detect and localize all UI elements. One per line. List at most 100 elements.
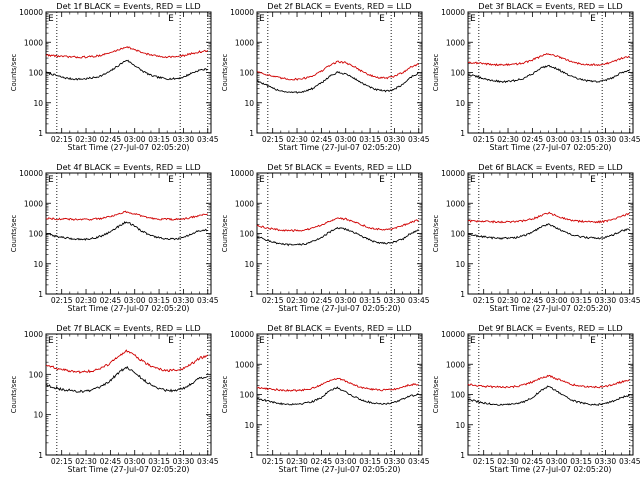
panel-det-3f: Det 3f BLACK = Events, RED = LLD 1 10 100 10… (432, 1, 640, 152)
y-tick-label: 100 (451, 230, 466, 239)
y-tick-label: 1000 (446, 360, 465, 369)
y-tick-label: 10 (244, 260, 254, 269)
y-axis-label: Counts/sec (10, 54, 18, 92)
y-tick-label: 1 (249, 451, 254, 460)
x-tick-label: 03:15 (570, 296, 592, 305)
flag-letter-right: E (590, 336, 596, 346)
panel-title: Det 2f BLACK = Events, RED = LLD (267, 1, 411, 11)
x-tick-label: 02:15 (473, 296, 495, 305)
y-tick-label: 10000 (230, 169, 254, 178)
x-tick-label: 03:00 (546, 135, 568, 144)
x-axis-label: Start Time (27-Jul-07 02:05:20) (68, 304, 190, 313)
y-tick-label: 10000 (441, 8, 465, 17)
x-tick-label: 03:00 (124, 135, 146, 144)
y-tick-label: 1 (249, 129, 254, 138)
x-tick-label: 03:00 (124, 296, 146, 305)
y-tick-label: 10 (455, 260, 465, 269)
flag-letter-left: E (48, 14, 54, 24)
flag-letter-right: E (168, 175, 174, 185)
x-tick-label: 03:30 (595, 135, 617, 144)
y-axis-label: Counts/sec (221, 376, 229, 414)
x-tick-label: 03:30 (384, 457, 406, 466)
x-tick-label: 02:15 (51, 457, 73, 466)
x-tick-label: 03:15 (359, 457, 381, 466)
series-line-events (467, 223, 630, 240)
panel-det-7f: Det 7f BLACK = Events, RED = LLD 1 10 100 10… (10, 323, 219, 474)
x-tick-label: 02:45 (311, 296, 333, 305)
x-tick-label: 03:15 (148, 296, 170, 305)
x-axis-label: Start Time (27-Jul-07 02:05:20) (490, 143, 612, 152)
x-tick-label: 02:45 (522, 296, 544, 305)
y-tick-label: 10 (244, 99, 254, 108)
x-tick-label: 03:30 (384, 296, 406, 305)
plot-frame (467, 333, 634, 456)
x-tick-label: 02:15 (262, 296, 284, 305)
flag-letter-left: E (48, 175, 54, 185)
x-tick-label: 03:00 (546, 457, 568, 466)
panel-title: Det 7f BLACK = Events, RED = LLD (56, 323, 200, 333)
y-tick-label: 1000 (446, 38, 465, 47)
x-tick-label: 02:30 (75, 135, 97, 144)
flag-letter-left: E (470, 14, 476, 24)
x-tick-label: 03:45 (408, 296, 430, 305)
y-axis-label: Counts/sec (432, 215, 440, 253)
series-line-events (45, 59, 208, 81)
x-axis-label: Start Time (27-Jul-07 02:05:20) (68, 465, 190, 474)
x-axis-label: Start Time (27-Jul-07 02:05:20) (279, 465, 401, 474)
x-axis-label: Start Time (27-Jul-07 02:05:20) (490, 465, 612, 474)
x-tick-label: 02:45 (100, 457, 122, 466)
panel-det-2f: Det 2f BLACK = Events, RED = LLD 1 10 100 10… (221, 1, 430, 152)
x-axis-label: Start Time (27-Jul-07 02:05:20) (279, 304, 401, 313)
x-tick-label: 03:15 (148, 457, 170, 466)
y-tick-label: 10 (455, 421, 465, 430)
y-tick-label: 10000 (19, 169, 43, 178)
x-tick-label: 03:30 (595, 296, 617, 305)
y-axis-label: Counts/sec (10, 376, 18, 414)
flag-letter-left: E (470, 336, 476, 346)
flag-letter-right: E (379, 175, 385, 185)
series-line-lld (45, 210, 208, 221)
y-axis-label: Counts/sec (221, 54, 229, 92)
x-tick-label: 02:15 (262, 457, 284, 466)
panel-title: Det 6f BLACK = Events, RED = LLD (478, 162, 622, 172)
x-tick-label: 02:15 (51, 135, 73, 144)
y-tick-label: 1 (460, 290, 465, 299)
panel-title: Det 1f BLACK = Events, RED = LLD (56, 1, 200, 11)
plot-frame (256, 172, 423, 295)
y-tick-label: 1000 (235, 199, 254, 208)
y-tick-label: 10 (244, 421, 254, 430)
series-line-events (256, 386, 419, 406)
panel-det-8f: Det 8f BLACK = Events, RED = LLD 1 10 100 10… (221, 323, 430, 474)
y-tick-label: 100 (240, 391, 255, 400)
x-tick-label: 03:45 (197, 457, 219, 466)
x-tick-label: 03:30 (173, 135, 195, 144)
x-tick-label: 03:45 (408, 135, 430, 144)
y-tick-label: 1 (460, 451, 465, 460)
y-tick-label: 1000 (24, 38, 43, 47)
x-tick-label: 03:15 (359, 135, 381, 144)
series-line-lld (45, 349, 208, 374)
panel-title: Det 4f BLACK = Events, RED = LLD (56, 162, 200, 172)
y-tick-label: 100 (451, 69, 466, 78)
y-tick-label: 1000 (235, 360, 254, 369)
x-tick-label: 03:00 (546, 296, 568, 305)
y-tick-label: 100 (240, 69, 255, 78)
y-axis-label: Counts/sec (432, 54, 440, 92)
series-line-lld (256, 217, 419, 232)
panel-det-5f: Det 5f BLACK = Events, RED = LLD 1 10 100 10… (221, 162, 430, 313)
x-tick-label: 02:30 (75, 296, 97, 305)
x-axis-label: Start Time (27-Jul-07 02:05:20) (68, 143, 190, 152)
x-tick-label: 02:15 (262, 135, 284, 144)
x-tick-label: 03:45 (408, 457, 430, 466)
x-tick-label: 03:00 (124, 457, 146, 466)
x-tick-label: 03:00 (335, 457, 357, 466)
y-tick-label: 1 (249, 290, 254, 299)
flag-letter-right: E (590, 175, 596, 185)
panel-det-1f: Det 1f BLACK = Events, RED = LLD 1 10 100 10… (10, 1, 219, 152)
flag-letter-left: E (259, 175, 265, 185)
x-tick-label: 02:15 (51, 296, 73, 305)
x-tick-label: 03:30 (384, 135, 406, 144)
series-line-lld (467, 211, 630, 224)
x-tick-label: 03:15 (570, 135, 592, 144)
y-tick-label: 1000 (24, 199, 43, 208)
